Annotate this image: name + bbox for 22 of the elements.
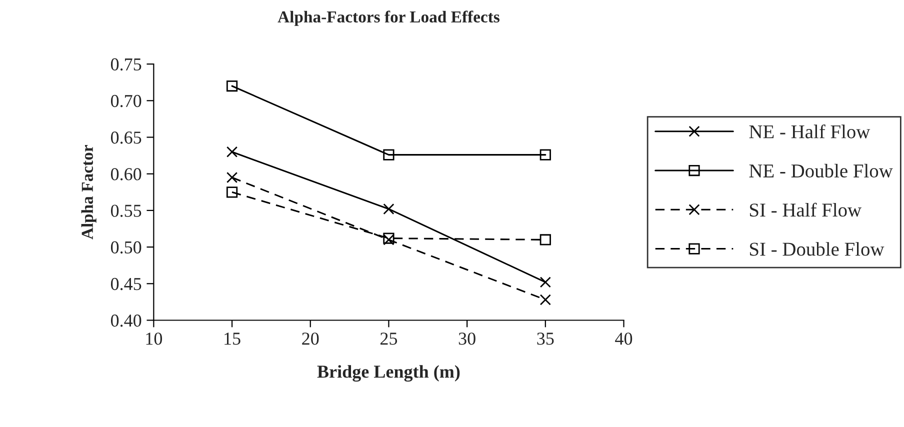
x-tick-label: 10 (146, 332, 162, 345)
y-tick-label: 0.45 (110, 278, 142, 290)
legend-label: NE - Double Flow (749, 164, 893, 178)
y-tick-label: 0.55 (110, 204, 142, 217)
y-tick-label: 0.65 (110, 132, 142, 144)
y-tick-label: 0.70 (110, 94, 142, 108)
x-tick-label: 35 (537, 332, 554, 345)
x-axis-title: Bridge Length (m) (317, 365, 460, 382)
legend-label: SI - Double Flow (750, 242, 884, 256)
legend-label: NE - Half Flow (749, 124, 870, 138)
y-tick-label: 0.75 (110, 58, 142, 71)
y-tick-label: 0.40 (110, 314, 142, 327)
x-tick-label: 20 (302, 332, 319, 345)
y-tick-label: 0.50 (110, 241, 142, 254)
x-tick-label: 40 (615, 332, 632, 345)
x-tick-label: 15 (224, 332, 240, 345)
y-tick-label: 0.60 (110, 168, 142, 180)
x-tick-label: 30 (458, 332, 476, 345)
chart-title: Alpha-Factors for Load Effects (278, 10, 500, 26)
y-axis-title: Alpha Factor (81, 145, 96, 240)
x-tick-label: 25 (380, 332, 398, 345)
legend-label: SI - Half Flow (750, 202, 862, 217)
